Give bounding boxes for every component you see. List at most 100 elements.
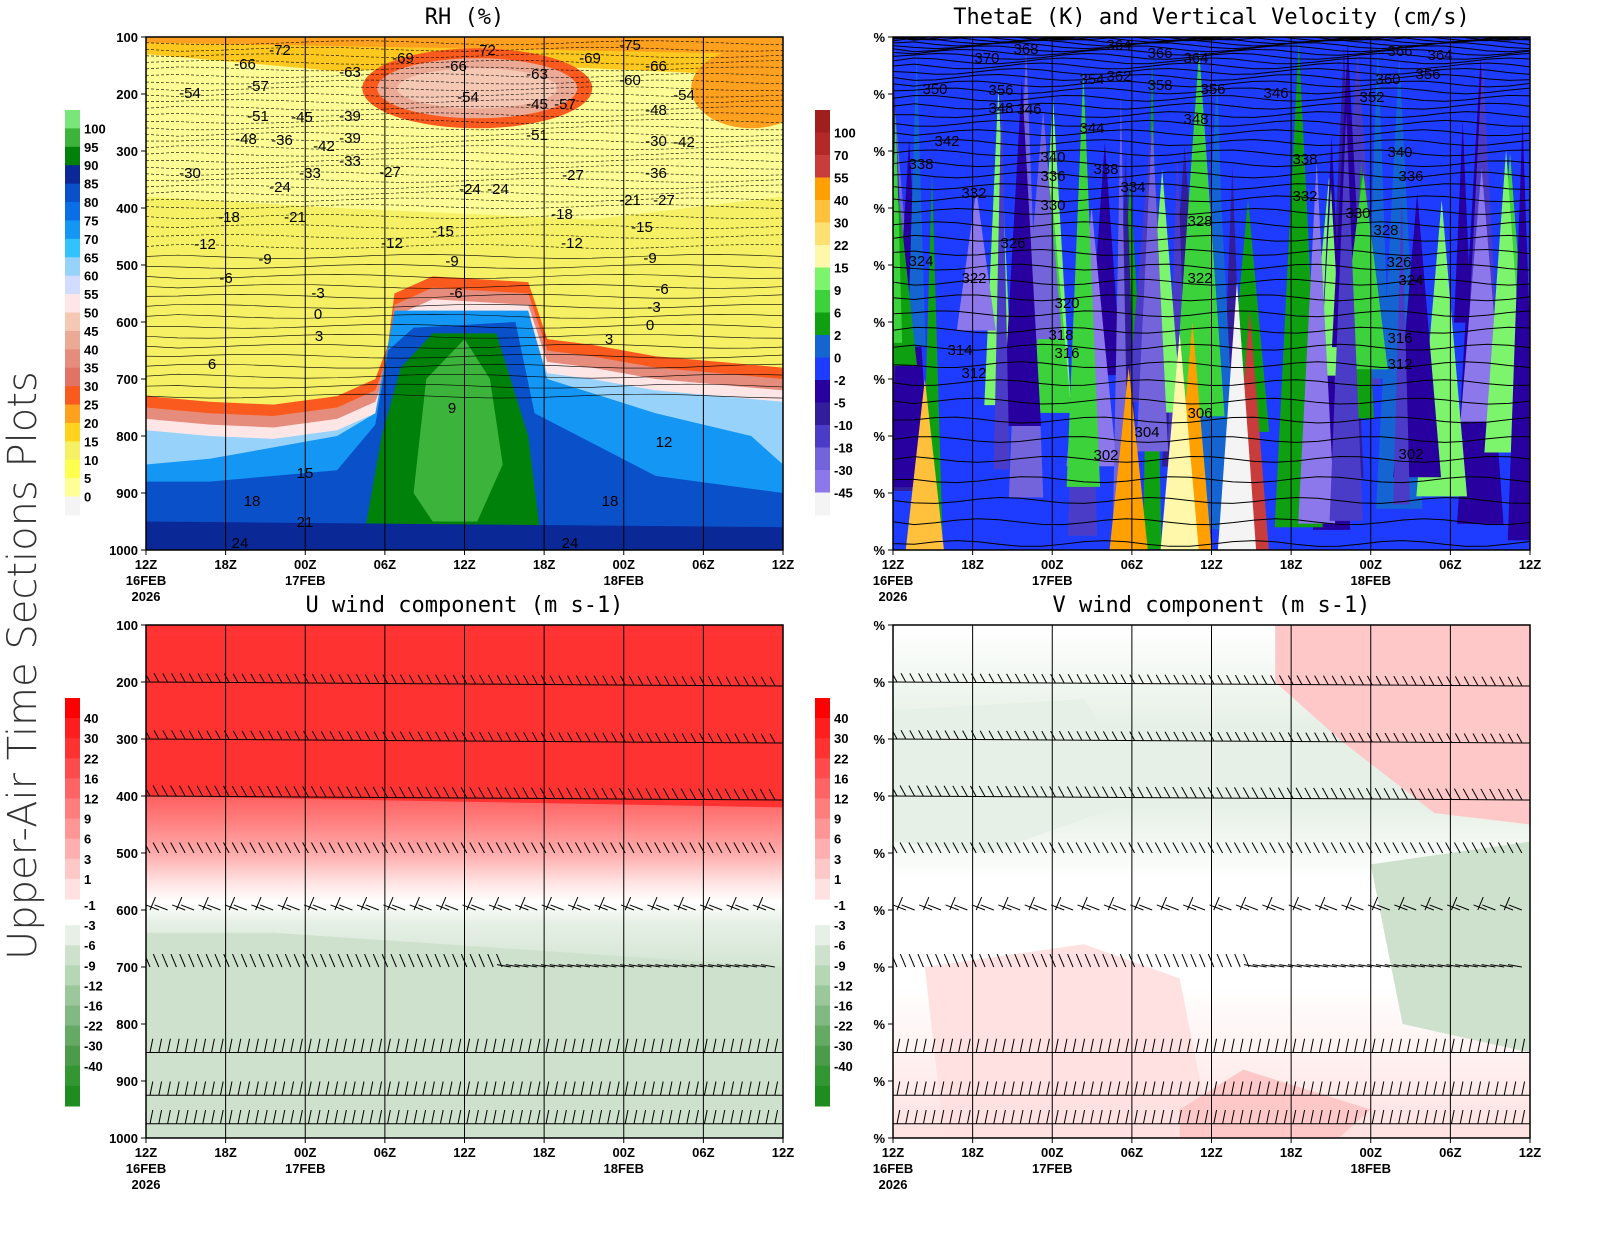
wind-barb	[1067, 953, 1074, 968]
temperature-contour	[146, 132, 783, 137]
contour-label: 356	[988, 82, 1013, 99]
wind-barb	[1222, 1081, 1226, 1096]
wind-barb	[1094, 731, 1100, 741]
colorbar-swatch	[815, 200, 830, 223]
x-tick-label: 06Z	[692, 1145, 714, 1160]
wind-barb	[364, 674, 371, 684]
wind-barb	[1186, 1038, 1191, 1053]
colorbar-swatch	[815, 402, 830, 426]
wind-barb	[1116, 1081, 1121, 1096]
wind-barb	[997, 730, 1004, 740]
wind-barb	[975, 1081, 980, 1096]
wind-barb	[1384, 732, 1391, 743]
wind-barb	[198, 904, 212, 911]
wind-barb	[360, 1081, 365, 1096]
contour-label: 3	[605, 331, 613, 348]
colorbar-label: 50	[84, 306, 98, 321]
wind-barb	[1398, 896, 1405, 911]
wind-barb	[996, 785, 1004, 797]
wind-barb	[1296, 732, 1303, 742]
colorbar-label: 9	[84, 812, 91, 827]
wind-barb	[1406, 1109, 1411, 1124]
wind-barb	[179, 785, 186, 797]
wind-barb	[1182, 904, 1197, 911]
wind-barb	[996, 953, 1004, 968]
wind-barb	[417, 674, 424, 684]
wind-barb	[1516, 676, 1523, 686]
contour-label: 364	[1427, 47, 1452, 64]
wind-barb	[211, 1038, 215, 1053]
x-tick-label: 18Z	[214, 1145, 236, 1160]
colorbar-swatch	[815, 905, 830, 926]
wind-barb	[179, 953, 186, 968]
colorbar-swatch	[815, 1025, 830, 1047]
wind-barb	[338, 731, 345, 741]
wind-barb	[1295, 787, 1303, 799]
wind-barb	[979, 730, 986, 740]
colorbar-label: 100	[834, 126, 856, 141]
wind-barb	[223, 785, 230, 797]
wind-barb	[1239, 896, 1247, 911]
wind-barb	[197, 673, 204, 683]
wind-barb	[240, 842, 248, 854]
colorbar-label: 3	[834, 852, 841, 867]
v-wind-fill	[1179, 1069, 1371, 1138]
wind-barb	[539, 842, 547, 854]
wind-barb	[615, 1038, 620, 1053]
wind-barb	[259, 730, 265, 740]
wind-barb	[681, 964, 696, 968]
wind-barb	[1398, 1109, 1402, 1124]
wind-barb	[686, 1081, 691, 1096]
colorbar-swatch	[65, 349, 80, 369]
colorbar-label: 5	[84, 471, 91, 486]
contour-label: 324	[1398, 272, 1423, 289]
wind-barb	[1410, 732, 1417, 743]
wind-barb	[1374, 787, 1382, 799]
wind-barb	[1305, 732, 1312, 742]
wind-barb	[1270, 964, 1285, 968]
wind-barb	[387, 896, 394, 911]
x-date-label: 18FEB	[1351, 1161, 1391, 1176]
wind-barb	[1304, 842, 1312, 854]
wind-barb	[1072, 1038, 1077, 1053]
wind-barb	[1094, 674, 1100, 684]
wind-barb	[926, 785, 933, 797]
wind-barb	[584, 675, 591, 685]
wind-barb	[1454, 842, 1461, 854]
wind-barb	[987, 953, 995, 968]
x-date-label: 17FEB	[1032, 1161, 1072, 1176]
wind-barb	[1199, 674, 1206, 684]
wind-barb	[495, 842, 503, 854]
wind-barb	[716, 676, 723, 686]
wind-barb	[637, 964, 652, 968]
wind-barb	[343, 1109, 347, 1124]
wind-barb	[483, 1081, 488, 1096]
wind-barb	[1198, 786, 1206, 798]
colorbar-swatch	[65, 1025, 80, 1047]
temperature-contour	[146, 86, 783, 91]
wind-barb	[695, 1081, 699, 1096]
wind-barb	[1032, 730, 1039, 741]
wind-barb	[372, 842, 380, 854]
wind-barb	[1327, 1109, 1332, 1124]
x-tick-label: 06Z	[374, 1145, 396, 1160]
wind-barb	[949, 1109, 954, 1124]
wind-barb	[1251, 787, 1259, 799]
contour-label: -66	[445, 58, 467, 75]
wind-barb	[1173, 731, 1180, 741]
wind-barb	[1204, 1081, 1209, 1096]
wind-barb	[475, 1109, 479, 1124]
wind-barb	[276, 730, 283, 740]
wind-barb	[611, 732, 617, 742]
wind-barb	[567, 732, 573, 742]
wind-barb	[250, 673, 257, 683]
wind-barb	[488, 904, 503, 911]
wind-barb	[1310, 1081, 1314, 1096]
contour-label: 352	[1359, 89, 1384, 106]
wind-barb	[607, 1081, 611, 1096]
wind-barb	[258, 953, 265, 968]
wind-barb	[734, 733, 741, 743]
wind-barb	[1050, 730, 1056, 741]
wind-barb	[899, 785, 907, 797]
wind-barb	[680, 842, 688, 854]
